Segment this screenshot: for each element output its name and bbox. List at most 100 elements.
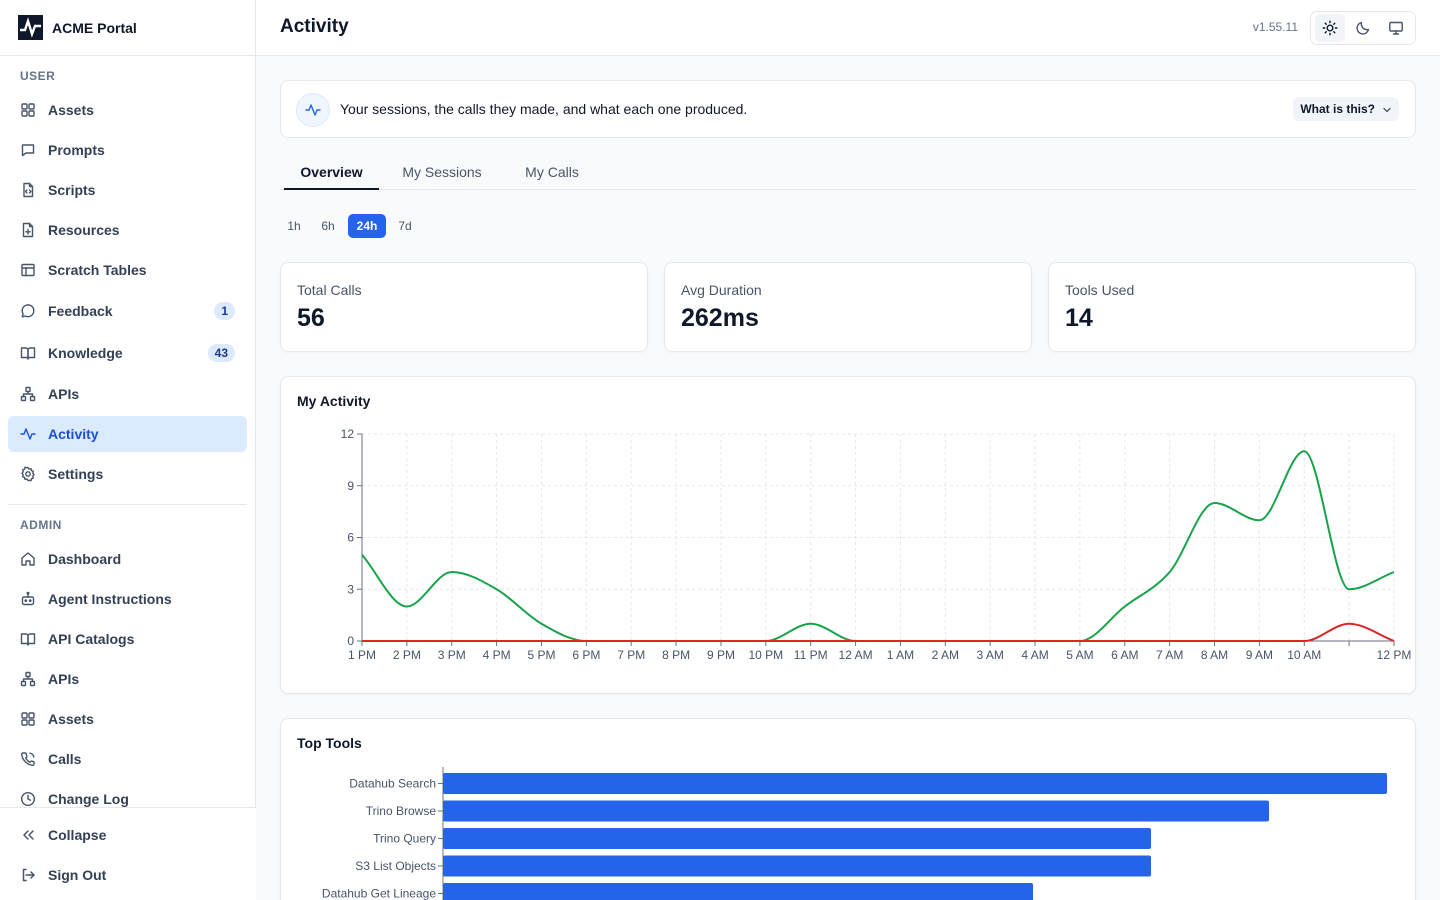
stat-card-avg-duration: Avg Duration 262ms [664, 262, 1032, 352]
moon-icon [1356, 21, 1370, 35]
table-icon [21, 263, 35, 277]
main-content: Your sessions, the calls they made, and … [256, 56, 1440, 900]
sidebar-item-settings[interactable]: Settings [8, 456, 247, 492]
info-activity-icon [296, 93, 330, 127]
series-line-error [362, 622, 1395, 642]
sidebar-item-label: Calls [48, 751, 82, 767]
sun-icon [1322, 20, 1338, 36]
sidebar: ACME Portal USER Assets Prompts Scripts Res… [0, 0, 256, 900]
sidebar-footer: Collapse Sign Out [0, 807, 256, 900]
home-icon [21, 552, 35, 566]
stat-label: Tools Used [1065, 282, 1135, 298]
brand-name: ACME Portal [52, 19, 137, 36]
sidebar-item-label: APIs [48, 671, 80, 687]
user-section-label: USER [20, 69, 56, 83]
stat-card-tools-used: Tools Used 14 [1048, 262, 1416, 352]
bar [443, 800, 1269, 822]
activity-chart-title: My Activity [297, 393, 371, 409]
range-6h[interactable]: 6h [321, 219, 335, 233]
series-line-success [361, 450, 1395, 642]
collapse-button[interactable]: Collapse [8, 817, 247, 853]
sidebar-item-admin-apis[interactable]: APIs [8, 661, 247, 697]
top-bar: Activity v1.55.11 [256, 0, 1440, 56]
x-tick-label: 10 PM [748, 648, 783, 662]
tab-bar: Overview My Sessions My Calls [280, 156, 1416, 190]
sidebar-item-label: Scripts [48, 182, 96, 198]
sidebar-item-admin-api-catalogs[interactable]: API Catalogs [8, 621, 247, 657]
sidebar-item-resources[interactable]: Resources [8, 212, 247, 248]
sidebar-item-label: Assets [48, 711, 94, 727]
acme-logo-icon [18, 15, 43, 40]
grid-icon [21, 712, 35, 726]
file-plus-icon [22, 222, 34, 238]
category-label: S3 List Objects [355, 859, 436, 873]
x-tick-label: 1 AM [887, 648, 914, 662]
x-tick-label: 12 AM [839, 648, 873, 662]
sidebar-item-admin-agent-instructions[interactable]: Agent Instructions [8, 581, 247, 617]
bot-icon [21, 591, 35, 606]
sidebar-item-feedback[interactable]: Feedback 1 [8, 293, 247, 329]
sign-out-label: Sign Out [48, 867, 107, 883]
sidebar-item-label: Settings [48, 466, 104, 482]
phone-icon [21, 752, 35, 766]
sidebar-item-label: Assets [48, 102, 94, 118]
sidebar-divider [8, 504, 247, 505]
x-tick-label: 6 PM [572, 648, 600, 662]
x-tick-label: 1 PM [348, 648, 376, 662]
sidebar-item-scratch-tables[interactable]: Scratch Tables [8, 252, 247, 288]
sidebar-item-label: Resources [48, 222, 120, 238]
x-tick-label: 6 AM [1111, 648, 1138, 662]
log-out-icon [22, 868, 35, 882]
category-label: Datahub Search [349, 777, 436, 791]
x-tick-label: 9 AM [1246, 648, 1273, 662]
x-tick-label: 3 PM [438, 648, 466, 662]
y-tick-label: 6 [347, 531, 354, 545]
sidebar-item-scripts[interactable]: Scripts [8, 172, 247, 208]
network-icon [20, 671, 36, 687]
range-24h[interactable]: 24h [348, 214, 386, 238]
y-tick-label: 0 [347, 634, 354, 648]
range-7d[interactable]: 7d [398, 219, 412, 233]
category-label: Datahub Get Lineage [322, 887, 436, 900]
monitor-icon [1389, 21, 1404, 35]
system-theme-button[interactable] [1381, 14, 1411, 42]
sidebar-item-assets[interactable]: Assets [8, 92, 247, 128]
tab-my-sessions[interactable]: My Sessions [402, 164, 482, 180]
info-text: Your sessions, the calls they made, and … [340, 101, 748, 117]
brand[interactable]: ACME Portal [0, 0, 255, 56]
light-theme-button[interactable] [1314, 14, 1345, 42]
message-square-icon [21, 144, 35, 157]
sidebar-item-knowledge[interactable]: Knowledge 43 [8, 335, 247, 371]
x-tick-label: 4 AM [1021, 648, 1048, 662]
x-tick-label: 5 PM [527, 648, 555, 662]
category-label: Trino Browse [366, 804, 437, 818]
activity-icon [20, 428, 36, 440]
sidebar-item-admin-calls[interactable]: Calls [8, 741, 247, 777]
tab-my-calls[interactable]: My Calls [525, 164, 579, 180]
sidebar-item-prompts[interactable]: Prompts [8, 132, 247, 168]
sidebar-item-activity[interactable]: Activity [8, 416, 247, 452]
sidebar-item-admin-change-log[interactable]: Change Log [8, 781, 247, 817]
bar [443, 883, 1033, 900]
sidebar-item-admin-assets[interactable]: Assets [8, 701, 247, 737]
sidebar-item-label: Knowledge [48, 345, 123, 361]
sidebar-item-admin-dashboard[interactable]: Dashboard [8, 541, 247, 577]
sidebar-item-label: Feedback [48, 303, 113, 319]
dark-theme-button[interactable] [1348, 14, 1378, 42]
sidebar-item-apis[interactable]: APIs [8, 376, 247, 412]
bar [443, 828, 1151, 849]
what-is-this-button[interactable]: What is this? [1293, 97, 1399, 121]
book-open-icon [20, 347, 36, 360]
bar [443, 773, 1387, 794]
x-tick-label: 2 PM [393, 648, 421, 662]
activity-line-chart: 0 3 6 9 12 1 PM 2 PM 3 PM 4 PM 5 PM 6 PM 7 PM 8 PM 9 … [341, 427, 1412, 662]
tab-overview[interactable]: Overview [284, 156, 379, 190]
y-tick-label: 9 [347, 479, 354, 493]
sign-out-button[interactable]: Sign Out [8, 857, 247, 893]
sidebar-item-label: API Catalogs [48, 631, 135, 647]
top-tools-card: Top Tools Datahub Search Trino Browse Trin… [280, 718, 1416, 900]
range-1h[interactable]: 1h [287, 219, 301, 233]
x-tick-label: 5 AM [1066, 648, 1093, 662]
stat-label: Total Calls [297, 282, 362, 298]
chart-grid [361, 433, 1395, 642]
